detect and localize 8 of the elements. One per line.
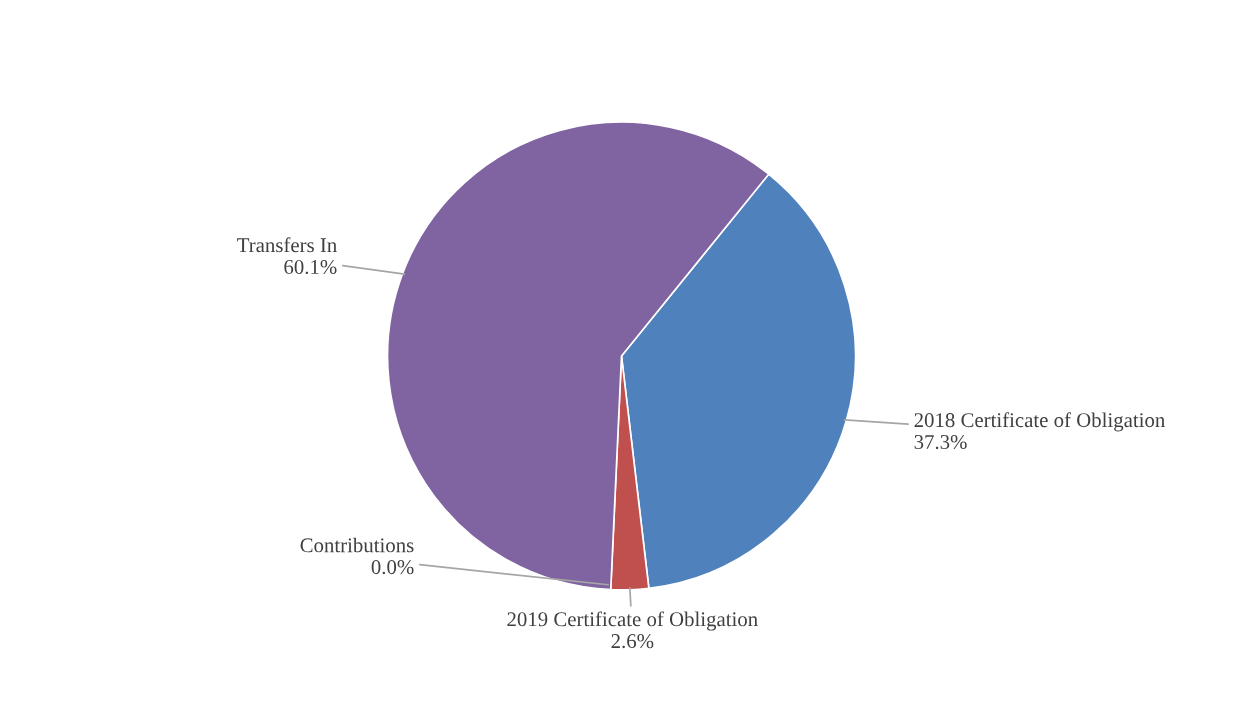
text: 0.0% bbox=[371, 560, 414, 575]
slice-label: 2019 Certificate of Obligation bbox=[507, 611, 758, 631]
data-label: 60.1% bbox=[284, 259, 337, 275]
slice-label: Transfers In bbox=[237, 237, 337, 253]
data-label: 37.3% bbox=[914, 434, 967, 450]
category-label: Contributions bbox=[300, 537, 414, 553]
slice-label: 2018 Certificate of Obligation bbox=[914, 412, 1165, 432]
data-label: 2.6% bbox=[611, 634, 654, 649]
